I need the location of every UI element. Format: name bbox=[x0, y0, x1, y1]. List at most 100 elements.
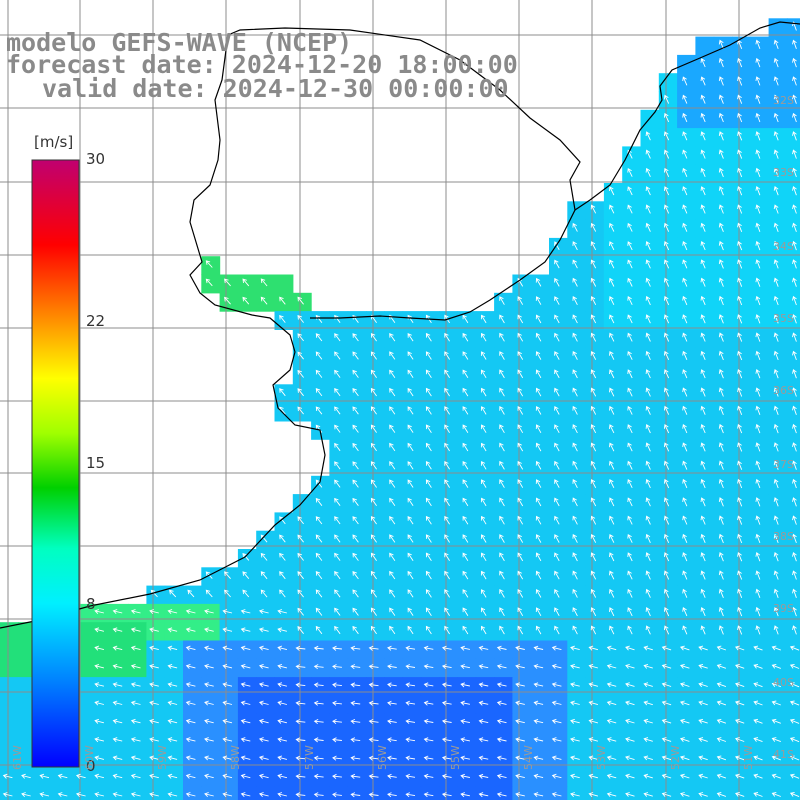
wind-arrow bbox=[663, 570, 670, 580]
wind-arrow bbox=[700, 241, 706, 251]
wind-arrow bbox=[496, 664, 507, 670]
wind-arrow bbox=[517, 314, 524, 324]
wind-arrow bbox=[609, 241, 615, 251]
wind-arrow bbox=[645, 167, 651, 177]
wind-speed-cell bbox=[768, 494, 788, 513]
wind-arrow bbox=[645, 607, 651, 617]
wind-speed-cell bbox=[567, 347, 587, 367]
wind-speed-cell bbox=[18, 768, 38, 788]
wind-speed-cell bbox=[512, 603, 532, 623]
wind-arrow bbox=[590, 442, 597, 452]
wind-arrow bbox=[75, 792, 86, 798]
wind-arrow bbox=[149, 755, 159, 761]
wind-arrow bbox=[130, 700, 141, 706]
wind-arrow bbox=[350, 645, 361, 651]
wind-speed-cell bbox=[732, 786, 751, 800]
wind-speed-cell bbox=[0, 732, 19, 751]
wind-speed-cell bbox=[713, 256, 733, 276]
wind-arrow bbox=[700, 588, 706, 598]
wind-speed-cell bbox=[91, 695, 111, 715]
wind-speed-cell bbox=[494, 603, 513, 623]
wind-speed-cell bbox=[530, 549, 550, 568]
wind-speed-cell bbox=[713, 274, 733, 294]
wind-speed-cell bbox=[512, 585, 532, 605]
wind-arrow bbox=[517, 497, 524, 507]
wind-arrow bbox=[224, 571, 231, 579]
wind-speed-cell bbox=[713, 475, 733, 495]
wind-speed-cell bbox=[585, 292, 605, 312]
wind-arrow bbox=[480, 442, 487, 452]
wind-speed-cell bbox=[347, 732, 367, 751]
wind-speed-cell bbox=[622, 292, 642, 312]
wind-speed-cell bbox=[658, 201, 678, 221]
wind-arrow bbox=[609, 405, 615, 415]
wind-speed-cell bbox=[732, 109, 751, 129]
wind-arrow bbox=[533, 773, 544, 779]
wind-arrow bbox=[718, 405, 724, 415]
wind-arrow bbox=[313, 700, 324, 706]
wind-speed-cell bbox=[695, 786, 715, 800]
wind-speed-cell bbox=[622, 786, 642, 800]
wind-arrow bbox=[315, 571, 323, 580]
wind-speed-cell bbox=[494, 530, 513, 550]
wind-arrow bbox=[277, 627, 288, 633]
wind-arrow bbox=[590, 570, 597, 580]
wind-speed-cell bbox=[713, 512, 733, 532]
wind-speed-cell bbox=[622, 366, 642, 385]
wind-arrow bbox=[645, 186, 651, 196]
wind-arrow bbox=[480, 314, 487, 324]
wind-arrow bbox=[554, 625, 560, 635]
wind-arrow bbox=[792, 57, 797, 68]
wind-arrow bbox=[737, 204, 743, 214]
wind-speed-cell bbox=[695, 91, 715, 111]
wind-arrow bbox=[773, 259, 779, 269]
wind-arrow bbox=[167, 755, 178, 761]
wind-speed-cell bbox=[457, 475, 477, 495]
wind-arrow bbox=[277, 645, 288, 651]
wind-arrow bbox=[700, 58, 706, 68]
wind-arrow bbox=[499, 552, 505, 562]
wind-arrow bbox=[700, 478, 706, 489]
wind-speed-cell bbox=[732, 512, 751, 532]
wind-arrow bbox=[352, 333, 359, 342]
wind-speed-cell bbox=[786, 475, 800, 495]
wind-speed-cell bbox=[475, 713, 495, 733]
wind-speed-cell bbox=[677, 201, 696, 221]
wind-speed-cell bbox=[549, 237, 568, 257]
wind-arrow bbox=[698, 663, 708, 669]
wind-speed-cell bbox=[750, 658, 770, 678]
wind-speed-cell bbox=[750, 256, 770, 276]
wind-arrow bbox=[389, 442, 396, 452]
wind-speed-cell bbox=[603, 549, 623, 568]
wind-speed-cell bbox=[786, 732, 800, 751]
wind-arrow bbox=[590, 332, 597, 342]
wind-speed-cell bbox=[622, 622, 642, 642]
wind-arrow bbox=[533, 737, 544, 743]
longitude-label: 54W bbox=[522, 745, 535, 770]
wind-speed-cell bbox=[658, 274, 678, 294]
wind-arrow bbox=[2, 773, 13, 779]
wind-speed-cell bbox=[329, 640, 349, 660]
wind-speed-cell bbox=[347, 768, 367, 788]
wind-arrow bbox=[499, 534, 505, 543]
wind-speed-cell bbox=[274, 677, 294, 696]
wind-speed-cell bbox=[658, 475, 678, 495]
wind-arrow bbox=[682, 588, 688, 598]
wind-arrow bbox=[588, 718, 599, 724]
wind-speed-cell bbox=[439, 512, 459, 532]
wind-arrow bbox=[643, 663, 653, 669]
wind-speed-cell bbox=[439, 786, 459, 800]
wind-arrow bbox=[370, 497, 377, 507]
wind-speed-cell bbox=[311, 677, 330, 696]
wind-arrow bbox=[499, 497, 505, 507]
wind-arrow bbox=[792, 552, 797, 562]
wind-speed-cell bbox=[54, 768, 74, 788]
wind-arrow bbox=[773, 131, 779, 141]
wind-speed-cell bbox=[567, 475, 587, 495]
wind-arrow bbox=[315, 516, 323, 525]
wind-arrow bbox=[588, 663, 599, 669]
wind-arrow bbox=[387, 718, 397, 724]
wind-arrow bbox=[792, 204, 797, 214]
wind-speed-cell bbox=[658, 256, 678, 276]
wind-speed-cell bbox=[530, 292, 550, 312]
